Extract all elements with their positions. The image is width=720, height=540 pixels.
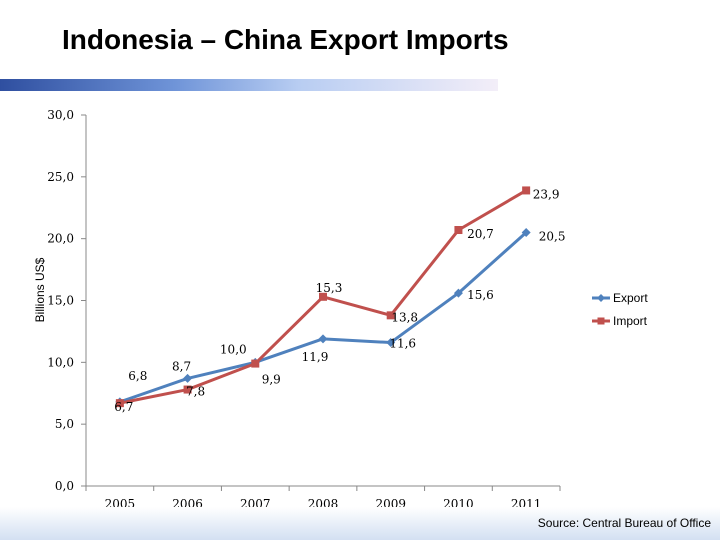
- y-tick-label: 5,0: [55, 417, 74, 431]
- line-chart: Billions US$ 0,0 5,0 10,0 15,0 20,0 25,0 30,0 2…: [33, 108, 648, 507]
- import-data-point: [522, 186, 531, 195]
- export-data-point: [386, 338, 396, 348]
- x-tick-label: 2008: [308, 497, 339, 507]
- page-title: Indonesia – China Export Imports: [62, 24, 509, 55]
- export-data-label: 6,8: [128, 369, 147, 383]
- import-data-point: [454, 226, 463, 235]
- export-data-label: 15,6: [467, 288, 494, 302]
- y-tick-label: 30,0: [47, 108, 74, 122]
- y-tick-label: 10,0: [47, 355, 74, 369]
- x-tick-label: 2007: [240, 497, 271, 507]
- export-data-label: 11,6: [389, 337, 416, 351]
- import-data-point: [386, 311, 395, 320]
- y-tick-label: 20,0: [47, 232, 74, 246]
- y-tick-label: 15,0: [47, 294, 74, 308]
- x-tick-label: 2011: [511, 497, 542, 507]
- import-data-point: [319, 292, 327, 301]
- source-note: Source: Central Bureau of Office: [537, 516, 711, 530]
- legend-export-label: Export: [613, 291, 648, 305]
- export-data-label: 20,5: [539, 229, 566, 243]
- legend-import-marker: [597, 317, 605, 325]
- export-data-point: [453, 288, 463, 298]
- import-data-label: 13,8: [391, 310, 418, 324]
- import-data-label: 6,7: [114, 400, 133, 414]
- y-tick-label: 25,0: [47, 170, 74, 184]
- import-data-point: [251, 359, 260, 368]
- x-tick-label: 2006: [172, 497, 203, 507]
- legend-export-marker: [597, 294, 605, 302]
- x-tick-label: 2009: [375, 497, 406, 507]
- import-data-point: [183, 385, 192, 394]
- export-data-label: 10,0: [220, 342, 247, 356]
- export-data-point: [183, 373, 193, 383]
- import-data-label: 23,9: [533, 187, 560, 201]
- x-tick-label: 2005: [105, 497, 136, 507]
- y-tick-label: 0,0: [55, 479, 74, 493]
- export-data-point: [318, 334, 328, 344]
- y-axis-title: Billions US$: [33, 257, 47, 322]
- legend-import-label: Import: [613, 314, 648, 328]
- title-underline-bar: [0, 79, 498, 91]
- x-tick-label: 2010: [443, 497, 474, 507]
- import-data-label: 9,9: [262, 373, 281, 387]
- export-data-point: [521, 227, 531, 237]
- import-data-label: 20,7: [467, 227, 494, 241]
- import-data-label: 7,8: [186, 385, 205, 399]
- export-data-label: 11,9: [302, 350, 329, 364]
- footer-bar: [0, 507, 720, 540]
- export-series-line: [119, 231, 528, 404]
- import-data-label: 15,3: [316, 281, 343, 295]
- export-data-label: 8,7: [172, 359, 191, 373]
- import-data-point: [115, 399, 124, 408]
